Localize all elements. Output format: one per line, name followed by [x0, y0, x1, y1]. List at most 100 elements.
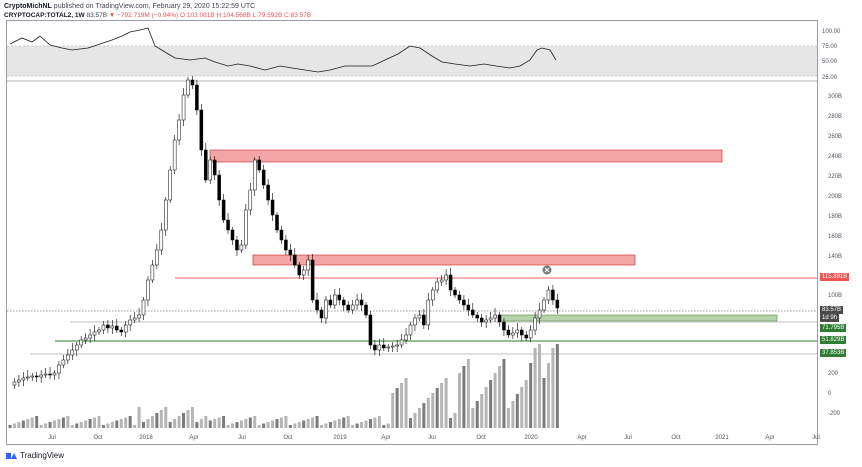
- time-axis-tick-label: Apr: [577, 435, 586, 441]
- price-tag: 1d 9h: [820, 314, 840, 322]
- candle-body: [350, 304, 355, 311]
- candle-body: [217, 174, 221, 201]
- volume-bar: [266, 422, 270, 428]
- candle-body: [186, 79, 190, 96]
- price-change: ▼ −792.719M (−0.94%): [108, 12, 179, 19]
- volume-bar: [533, 348, 537, 428]
- price-tag: 115.891B: [820, 273, 850, 281]
- volume-bar: [182, 413, 186, 428]
- candle-body: [226, 219, 230, 231]
- volume-bar: [26, 419, 30, 428]
- volume-bar: [119, 419, 123, 428]
- candle-body: [221, 199, 226, 221]
- candle-body: [546, 289, 551, 301]
- volume-bar: [400, 383, 404, 428]
- candle-body: [57, 364, 61, 374]
- author-name[interactable]: CryptoMichNL: [4, 3, 52, 10]
- candle-body: [431, 289, 435, 301]
- brand-label[interactable]: TradingView: [20, 451, 65, 460]
- volume-bar: [271, 420, 275, 428]
- volume-bar: [66, 416, 70, 428]
- volume-bar: [489, 380, 493, 428]
- candle-body: [297, 264, 301, 276]
- candle-body: [253, 159, 257, 191]
- time-axis-tick-label: Jul: [238, 435, 246, 441]
- candle-body: [88, 334, 92, 339]
- time-axis-tick-label: 2020: [524, 435, 538, 441]
- volume-bar: [328, 422, 332, 428]
- volume-bar: [426, 398, 430, 428]
- candle-body: [257, 159, 261, 171]
- volume-bar: [466, 359, 470, 428]
- volume-bar: [195, 422, 199, 428]
- volume-bar: [155, 413, 159, 428]
- volume-bar: [231, 423, 234, 428]
- candle-body: [132, 317, 137, 321]
- candle-body: [172, 139, 177, 171]
- volume-bar: [262, 423, 266, 428]
- volume-bar: [164, 407, 168, 428]
- candle-body: [444, 274, 448, 281]
- candle-body: [555, 299, 560, 309]
- volume-bar: [320, 425, 323, 428]
- candle-body: [159, 229, 164, 251]
- price-axis-tick-label: 280B: [828, 114, 842, 120]
- symbol-label[interactable]: CRYPTOCAP:TOTAL2, 1W: [4, 12, 85, 19]
- time-axis-tick-label: Apr: [765, 435, 774, 441]
- volume-bar: [124, 417, 128, 428]
- volume-bar: [422, 403, 426, 428]
- last-price: 83.57B: [86, 12, 108, 19]
- volume-bar: [551, 348, 555, 428]
- volume-bar: [542, 378, 546, 428]
- volume-bar: [17, 422, 21, 428]
- candle-body: [248, 189, 253, 211]
- candle-body: [315, 299, 319, 311]
- candle-body: [52, 372, 57, 376]
- rsi-line: [9, 27, 557, 73]
- candle-body: [26, 376, 30, 379]
- price-axis-tick-label: 0: [828, 391, 832, 397]
- price-axis-tick-label: 260B: [828, 134, 842, 140]
- volume-bar: [190, 407, 194, 428]
- rsi-axis-tick-label: 25.00: [822, 75, 838, 81]
- resistance-zone-lower: [252, 254, 636, 266]
- volume-bar: [404, 378, 408, 428]
- candle-body: [457, 294, 462, 301]
- volume-bar: [435, 388, 439, 428]
- candle-body: [261, 169, 266, 186]
- volume-bar: [431, 393, 435, 428]
- price-axis-tick-label: 160B: [828, 234, 842, 240]
- candle-body: [61, 359, 66, 366]
- volume-bar: [337, 419, 341, 428]
- volume-bar: [315, 416, 319, 428]
- volume-bar: [173, 419, 177, 428]
- price-axis-tick-label: 300B: [828, 94, 842, 100]
- candle-body: [471, 309, 475, 316]
- candle-body: [399, 339, 404, 346]
- candle-body: [164, 199, 168, 231]
- candle-body: [30, 375, 34, 378]
- volume-bar: [377, 416, 381, 428]
- volume-bar: [253, 416, 257, 428]
- candle-body: [97, 329, 101, 333]
- chart-frame[interactable]: [6, 20, 818, 445]
- volume-bar: [493, 373, 497, 428]
- time-axis-tick-label: Oct: [283, 435, 293, 441]
- rsi-axis-tick-label: 75.00: [822, 44, 838, 50]
- volume-bar: [475, 401, 479, 428]
- volume-bar: [186, 410, 190, 428]
- candle-body: [493, 314, 497, 319]
- volume-bar: [177, 416, 181, 428]
- footer: TradingView: [6, 451, 64, 460]
- candle-body: [230, 229, 235, 241]
- candle-body: [301, 269, 306, 276]
- candle-body: [475, 314, 479, 319]
- candle-body: [422, 314, 426, 326]
- candle-body: [551, 289, 555, 301]
- volume-bar: [284, 416, 288, 428]
- candle-body: [337, 294, 342, 301]
- volume-bar: [257, 425, 261, 428]
- candle-body: [177, 119, 181, 141]
- volume-bar: [226, 425, 230, 428]
